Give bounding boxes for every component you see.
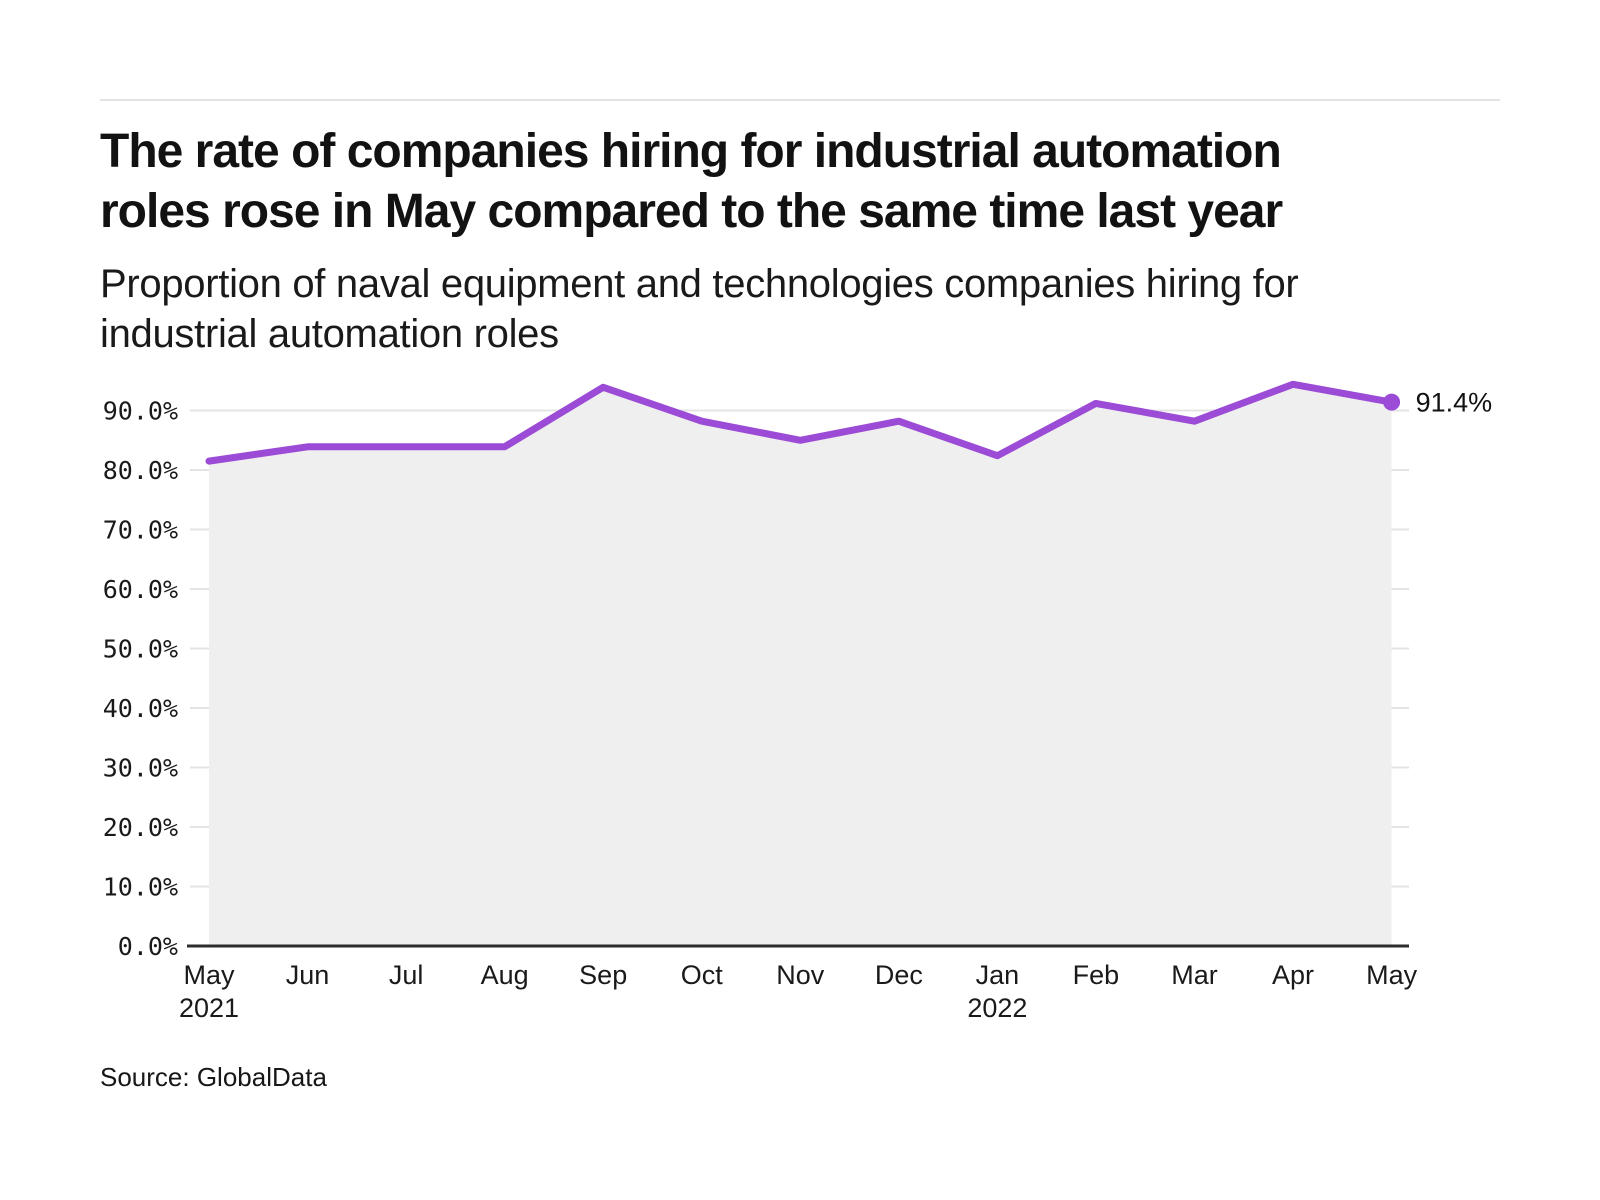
top-rule (100, 99, 1500, 101)
x-tick-label: Dec (875, 960, 923, 990)
y-tick-label: 30.0% (103, 753, 178, 782)
chart-subtitle-line-1: Proportion of naval equipment and techno… (100, 262, 1299, 306)
x-tick-label: May (183, 960, 235, 990)
y-tick-label: 50.0% (103, 634, 178, 663)
series-line (205, 380, 1396, 465)
x-tick-year-label: 2021 (179, 993, 239, 1023)
page-title: The rate of companies hiring for industr… (100, 122, 1520, 242)
y-tick-label: 20.0% (103, 813, 178, 842)
x-tick-label: Mar (1171, 960, 1218, 990)
series-end-label: 91.4% (1416, 388, 1493, 418)
x-tick-label: Jan (976, 960, 1020, 990)
page-title-line-1: The rate of companies hiring for industr… (100, 125, 1282, 178)
x-tick-year-label: 2022 (967, 993, 1027, 1023)
y-tick-label: 80.0% (103, 456, 178, 485)
y-tick-label: 60.0% (103, 575, 178, 604)
x-tick-label: Feb (1073, 960, 1120, 990)
line-chart: 91.4% 0.0% 10.0% 20.0% 30.0% 40.0% 50.0% 60.0% 7… (103, 380, 1493, 1023)
x-tick-label: Nov (776, 960, 825, 990)
x-tick-label: May (1366, 960, 1418, 990)
y-tick-label: 10.0% (103, 872, 178, 901)
x-tick-label: Aug (481, 960, 529, 990)
x-tick-label: Jul (389, 960, 424, 990)
page-title-line-2: roles rose in May compared to the same t… (100, 185, 1283, 238)
x-tick-label: Sep (579, 960, 627, 990)
y-tick-label: 90.0% (103, 396, 178, 425)
y-tick-label: 40.0% (103, 694, 178, 723)
source-note: Source: GlobalData (100, 1062, 327, 1092)
chart-subtitle-line-2: industrial automation roles (100, 312, 559, 356)
y-tick-label: 0.0% (118, 932, 178, 961)
x-tick-label: Oct (681, 960, 724, 990)
chart-subtitle: Proportion of naval equipment and techno… (100, 259, 1520, 359)
x-tick-label: Jun (286, 960, 330, 990)
x-tick-label: Apr (1272, 960, 1314, 990)
series-area (209, 384, 1392, 946)
y-tick-label: 70.0% (103, 515, 178, 544)
series-end-dot (1383, 393, 1401, 411)
